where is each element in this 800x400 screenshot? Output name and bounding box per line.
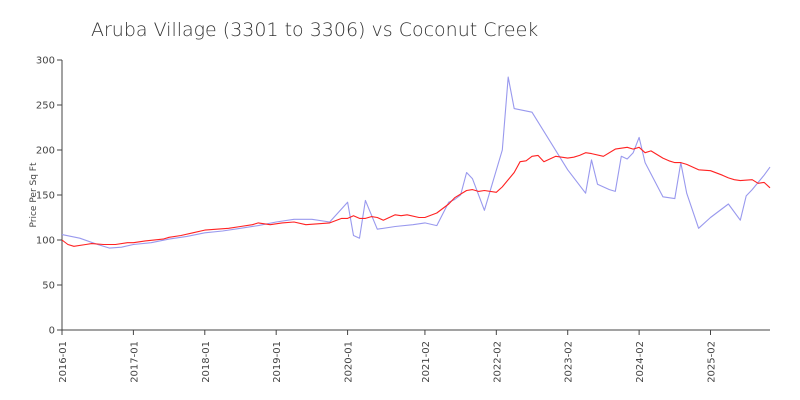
- x-tick-label: 2022-02: [492, 341, 503, 383]
- series-line-1: [61, 76, 771, 249]
- x-tick-label: 2020-01: [344, 341, 355, 383]
- x-tick-label: 2017-01: [129, 341, 140, 383]
- series-layer: [61, 76, 771, 249]
- y-tick-label: 100: [36, 236, 55, 247]
- series-line-2: [61, 146, 771, 247]
- y-axis-title: Price Per Sq Ft: [29, 162, 39, 227]
- y-tick-label: 150: [36, 191, 55, 202]
- x-tick-label: 2023-02: [564, 341, 575, 383]
- y-tick-label: 50: [42, 281, 55, 292]
- chart-title: Aruba Village (3301 to 3306) vs Coconut …: [91, 19, 538, 41]
- x-tick-label: 2018-01: [201, 341, 212, 383]
- x-tick-label: 2019-01: [272, 341, 283, 383]
- x-tick-label: 2016-01: [58, 341, 69, 383]
- y-tick-label: 250: [36, 101, 55, 112]
- x-tick-label: 2021-02: [421, 341, 432, 383]
- x-tick-label: 2024-02: [635, 341, 646, 383]
- y-tick-label: 300: [36, 56, 55, 67]
- x-axis: 2016-01 2017-01 2018-01 2019-01 2020-01 2021-…: [58, 330, 718, 383]
- y-tick-label: 0: [49, 326, 55, 337]
- x-tick-label: 2025-02: [707, 341, 718, 383]
- y-tick-label: 200: [36, 146, 55, 157]
- y-axis: 0 50 100 150 200 250 300: [36, 56, 62, 337]
